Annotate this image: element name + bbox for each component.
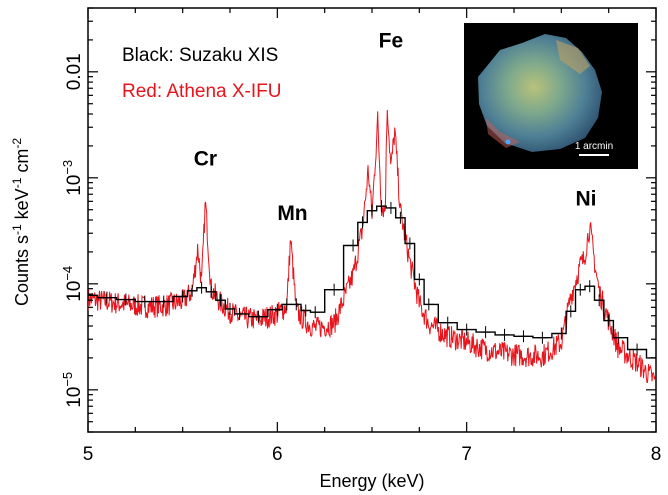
x-tick-label: 7	[461, 444, 472, 465]
y-axis-title-sup2: -1	[10, 177, 24, 188]
y-tick-label: 10−3	[60, 160, 85, 196]
labels-layer: 5 6 7 8 10−5 10−4 10−3 0.01 Cr Mn Fe Ni	[60, 29, 661, 465]
remnant-rim	[486, 118, 520, 148]
y-axis-title-base: Counts s	[12, 235, 32, 306]
suzaku-data-point	[300, 304, 311, 317]
inset-image: 1 arcmin	[464, 23, 638, 169]
suzaku-data-point	[376, 200, 387, 213]
suzaku-data-point	[329, 283, 340, 296]
x-tick-label: 5	[83, 444, 94, 465]
annotation-cr: Cr	[194, 148, 217, 171]
legend-entry-athena: Red: Athena X-IFU	[122, 81, 281, 102]
suzaku-data-point	[177, 290, 188, 303]
y-axis-title-sup1: -1	[10, 224, 24, 235]
remnant-hotspot	[556, 40, 590, 74]
suzaku-data-point	[234, 307, 245, 320]
suzaku-data-point	[632, 343, 643, 356]
series-layer	[88, 109, 656, 384]
suzaku-data-point	[291, 298, 302, 311]
suzaku-data-point	[603, 314, 614, 327]
y-tick-label: 0.01	[64, 53, 85, 90]
suzaku-data-point	[158, 295, 169, 308]
suzaku-data-point	[348, 239, 359, 252]
suzaku-data-point	[139, 295, 150, 308]
suzaku-data-point	[518, 330, 529, 343]
suzaku-data-point	[367, 204, 377, 217]
suzaku-data-point	[423, 298, 434, 311]
suzaku-data-point	[101, 291, 112, 304]
suzaku-data-point	[357, 216, 368, 229]
suzaku-data-point	[206, 285, 217, 298]
suzaku-data-point	[395, 211, 406, 224]
y-tick-label: 10−4	[60, 266, 85, 302]
annotation-mn: Mn	[277, 202, 307, 225]
suzaku-data-point	[120, 293, 131, 306]
suzaku-data-point	[499, 328, 510, 341]
y-axis-title-mid1: keV	[12, 188, 32, 224]
legend-entry-suzaku: Black: Suzaku XIS	[122, 45, 278, 66]
x-axis-title: Energy (keV)	[319, 471, 424, 491]
suzaku-data-point	[575, 283, 586, 296]
annotation-ni: Ni	[575, 187, 596, 210]
suzaku-data-point	[404, 237, 415, 250]
suzaku-data-point	[310, 306, 321, 319]
suzaku-data-point	[594, 294, 605, 307]
suzaku-data-point	[281, 298, 292, 311]
suzaku-data-point	[480, 326, 491, 339]
y-axis-title-mid2: cm	[12, 149, 32, 178]
suzaku-data-point	[272, 303, 283, 316]
point-source	[505, 139, 511, 145]
y-axis-title: Counts s-1 keV-1 cm-2	[10, 138, 32, 306]
suzaku-data-point	[215, 294, 226, 307]
suzaku-data-point	[613, 331, 624, 344]
y-tick-label: 10−5	[60, 372, 85, 408]
suzaku-data-point	[537, 331, 548, 344]
suzaku-data-point	[565, 305, 576, 318]
x-tick-label: 8	[651, 444, 662, 465]
y-axis-title-sup3: -2	[10, 138, 24, 149]
suzaku-data-point	[556, 327, 567, 340]
ticks-layer	[87, 7, 657, 433]
suzaku-data-point	[196, 281, 207, 294]
series-suzaku-line	[88, 205, 656, 359]
suzaku-data-point	[584, 280, 595, 293]
annotation-fe: Fe	[379, 29, 404, 52]
suzaku-data-point	[442, 316, 453, 329]
x-tick-label: 6	[272, 444, 283, 465]
suzaku-data-point	[225, 302, 235, 315]
suzaku-data-point	[461, 323, 472, 336]
suzaku-data-point	[414, 273, 425, 286]
suzaku-data-point	[88, 289, 93, 302]
scale-bar-label: 1 arcmin	[575, 141, 613, 152]
suzaku-data-point	[253, 310, 264, 323]
suzaku-data-point	[187, 284, 198, 297]
suzaku-data-point	[385, 201, 396, 214]
